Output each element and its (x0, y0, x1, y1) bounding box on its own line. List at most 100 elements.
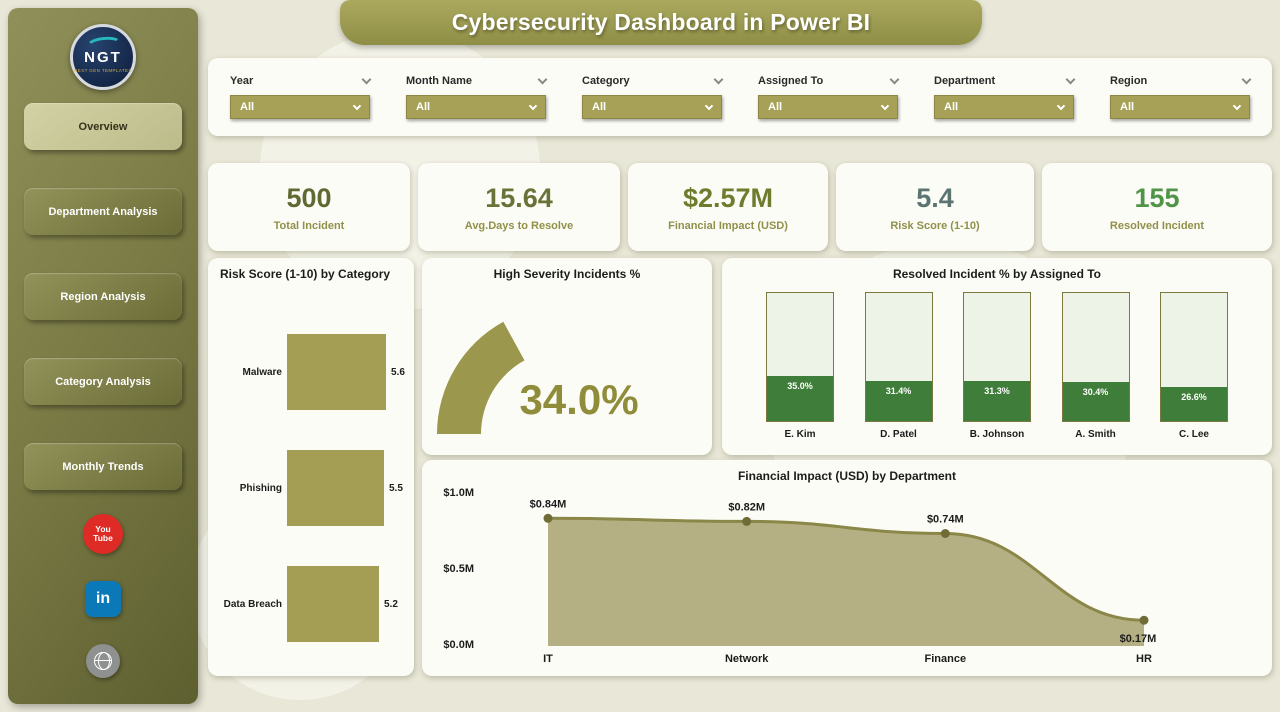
data-point[interactable] (1139, 615, 1149, 625)
slicer-label: Department (934, 75, 996, 87)
sidebar: NGT NEXT GEN TEMPLATES Overview Departmen… (8, 8, 198, 704)
filter-bar: Year All Month Name All Category All Assigned … (208, 58, 1272, 136)
filter-assigned-to: Assigned To All (758, 74, 900, 119)
bar-fill: 31.3% (964, 380, 1030, 421)
slicer-header: Region (1110, 74, 1252, 87)
resolved-columns: 35.0% E. Kim 31.4% D. Patel 31.3% B. Johnson 3… (766, 292, 1228, 440)
slicer-dropdown[interactable]: All (1110, 95, 1250, 119)
logo-text: NGT (84, 48, 122, 66)
kpi-value: $2.57M (682, 182, 774, 213)
x-axis-label: Finance (925, 653, 967, 665)
data-label: 35.0% (787, 381, 813, 392)
slicer-dropdown[interactable]: All (230, 95, 370, 119)
resolved-bar-group: 31.4% D. Patel (864, 292, 933, 440)
x-axis-label: Network (725, 653, 769, 665)
slicer-selected-value: All (416, 101, 431, 113)
slicer-dropdown[interactable]: All (758, 95, 898, 119)
slicer-header: Year (230, 74, 372, 87)
category-label: A. Smith (1075, 429, 1116, 440)
chart-title: Risk Score (1-10) by Category (220, 267, 391, 281)
bar-fill: 35.0% (767, 376, 833, 421)
chevron-down-icon[interactable] (537, 74, 548, 84)
resolved-bar-group: 35.0% E. Kim (766, 292, 834, 440)
chevron-down-icon[interactable] (713, 74, 724, 84)
slicer-dropdown[interactable]: All (934, 95, 1074, 119)
category-label: E. Kim (784, 429, 816, 440)
kpi-card-resolved-incident: 155 Resolved Incident (1042, 163, 1272, 251)
sidebar-item-region-analysis[interactable]: Region Analysis (24, 273, 182, 320)
resolved-bar-group: 26.6% C. Lee (1160, 292, 1228, 440)
chevron-down-icon[interactable] (1065, 74, 1076, 84)
chevron-down-icon[interactable] (1241, 74, 1252, 84)
category-label: D. Patel (880, 429, 917, 440)
resolved-bar-group: 31.3% B. Johnson (963, 292, 1031, 440)
category-label: Phishing (239, 482, 282, 494)
sidebar-item-monthly-trends[interactable]: Monthly Trends (24, 443, 182, 490)
bar-fill: 30.4% (1062, 382, 1129, 421)
chevron-down-icon[interactable] (361, 74, 372, 84)
value-label: 5.5 (389, 482, 403, 494)
bar-frame[interactable]: 31.4% (864, 292, 933, 422)
sidebar-item-overview[interactable]: Overview (24, 103, 182, 150)
website-globe-icon[interactable] (86, 644, 120, 678)
gauge-fill-arc[interactable] (437, 321, 525, 434)
trend-line (547, 516, 1145, 622)
category-label: C. Lee (1178, 429, 1209, 440)
slicer-dropdown[interactable]: All (406, 95, 546, 119)
kpi-value: 15.64 (485, 182, 553, 213)
filter-category: Category All (582, 74, 724, 119)
financial-impact-chart-card: Financial Impact (USD) by Department $1.… (422, 460, 1272, 676)
chart-title: High Severity Incidents % (493, 267, 641, 281)
kpi-label: Financial Impact (USD) (668, 219, 788, 232)
category-label: B. Johnson (969, 429, 1025, 440)
bar-frame[interactable]: 31.3% (963, 292, 1031, 422)
chevron-down-icon (704, 101, 714, 110)
data-point[interactable] (543, 513, 553, 523)
chevron-down-icon (528, 101, 538, 110)
resolved-bar-group: 30.4% A. Smith (1061, 292, 1130, 440)
category-label: Data Breach (223, 598, 282, 610)
filter-region: Region All (1110, 74, 1252, 119)
data-label: $0.17M (1120, 633, 1157, 645)
chevron-down-icon (1232, 101, 1242, 110)
globe-glyph (94, 652, 112, 670)
filter-year: Year All (230, 74, 372, 119)
chevron-down-icon[interactable] (889, 74, 900, 84)
value-label: 5.6 (391, 366, 405, 378)
gauge-arc (437, 321, 525, 434)
risk-bar-row: Data Breach 5.2 (216, 566, 410, 642)
sidebar-item-department-analysis[interactable]: Department Analysis (24, 188, 182, 235)
bar-frame[interactable]: 26.6% (1160, 292, 1228, 422)
slicer-selected-value: All (1120, 101, 1135, 113)
kpi-label: Avg.Days to Resolve (464, 219, 574, 232)
high-severity-gauge-card: High Severity Incidents % 34.0% (422, 258, 712, 455)
bar-frame[interactable]: 30.4% (1061, 292, 1130, 422)
slicer-header: Department (934, 74, 1076, 87)
youtube-icon[interactable]: You Tube (83, 514, 123, 554)
bar-frame[interactable]: 35.0% (766, 292, 834, 422)
data-label: 30.4% (1082, 387, 1109, 398)
slicer-dropdown[interactable]: All (582, 95, 722, 119)
risk-bar-row: Malware 5.6 (216, 334, 410, 410)
kpi-label: Resolved Incident (1109, 219, 1205, 232)
chevron-down-icon (880, 101, 890, 110)
kpi-card-avg-days-to-resolve: 15.64 Avg.Days to Resolve (418, 163, 620, 251)
bar[interactable] (287, 450, 384, 526)
data-point[interactable] (940, 529, 950, 538)
x-axis-label: HR (1136, 653, 1152, 665)
sidebar-nav: Overview Department Analysis Region Analys… (8, 103, 198, 490)
title-banner: Cybersecurity Dashboard in Power BI (340, 0, 982, 45)
slicer-label: Month Name (406, 75, 472, 87)
slicer-header: Category (582, 74, 724, 87)
youtube-text: You Tube (93, 523, 113, 543)
data-point[interactable] (742, 516, 752, 526)
linkedin-icon[interactable]: in (85, 581, 121, 617)
sidebar-item-category-analysis[interactable]: Category Analysis (24, 358, 182, 405)
kpi-label: Total Incident (273, 219, 345, 232)
bar[interactable] (287, 334, 386, 410)
bar[interactable] (287, 566, 379, 642)
social-links: You Tube in (8, 514, 198, 678)
page-title: Cybersecurity Dashboard in Power BI (451, 9, 871, 35)
data-label: $0.74M (927, 514, 964, 526)
area-fill[interactable] (548, 518, 1144, 646)
